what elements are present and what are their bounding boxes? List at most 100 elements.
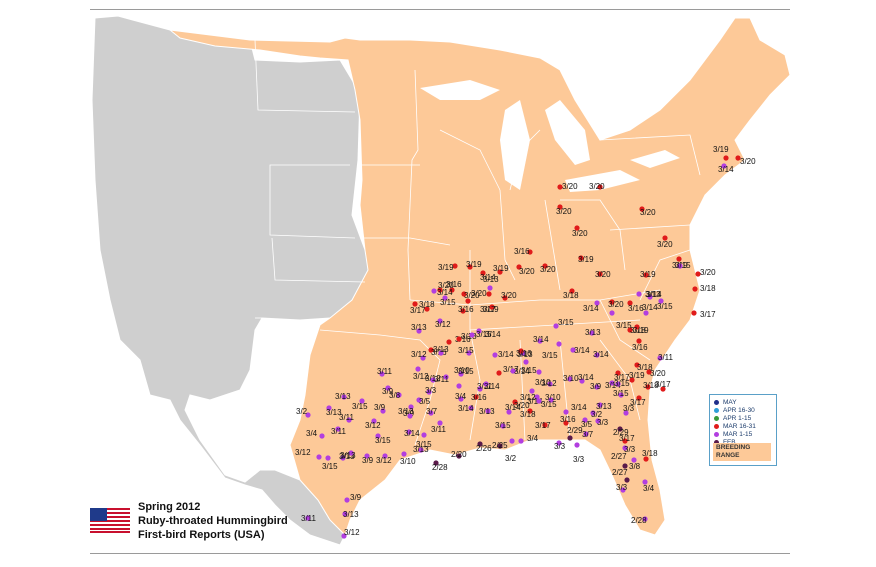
report-date-label: 3/20	[657, 240, 673, 249]
report-dot	[660, 386, 666, 392]
report-dot	[529, 388, 535, 394]
report-dot	[421, 432, 427, 438]
report-dot	[574, 225, 580, 231]
report-dot	[692, 286, 698, 292]
report-date-label: 3/9	[374, 403, 386, 412]
report-dot	[348, 450, 354, 456]
report-date-label: 3/14	[583, 304, 599, 313]
report-date-label: 3/19	[633, 326, 649, 335]
report-dot	[534, 394, 540, 400]
report-dot	[578, 255, 584, 261]
report-dot	[622, 438, 628, 444]
report-date-label: 3/7	[582, 430, 594, 439]
report-dot	[319, 433, 325, 439]
legend-dot	[714, 424, 719, 429]
report-dot	[380, 408, 386, 414]
report-dot	[416, 328, 422, 334]
report-dot	[487, 285, 493, 291]
report-date-label: 3/16	[632, 343, 648, 352]
report-dot	[547, 381, 553, 387]
report-date-label: 3/9	[590, 382, 602, 391]
legend-item: FEB	[714, 438, 736, 447]
report-date-label: 3/20	[700, 268, 716, 277]
title-line-3: First-bird Reports (USA)	[138, 529, 265, 541]
report-date-label: 3/13	[483, 275, 499, 284]
report-date-label: 3/13	[335, 392, 351, 401]
report-dot	[416, 397, 422, 403]
report-dot	[631, 457, 637, 463]
report-date-label: 3/19	[640, 270, 656, 279]
report-date-label: 3/8	[629, 462, 641, 471]
report-date-label: 3/20	[514, 401, 530, 410]
report-dot	[518, 438, 524, 444]
report-date-label: 3/18	[630, 326, 646, 335]
report-dot	[431, 288, 437, 294]
report-dot	[476, 328, 482, 334]
report-dot	[438, 350, 444, 356]
report-date-label: 3/10	[400, 457, 416, 466]
report-date-label: 3/13	[433, 345, 449, 354]
report-date-label: 3/19	[483, 305, 499, 314]
report-date-label: 3/3	[623, 404, 635, 413]
report-date-label: 3/20	[556, 207, 572, 216]
report-dot	[563, 420, 569, 426]
report-date-label: 3/16	[458, 305, 474, 314]
report-date-label: 3/19	[713, 145, 729, 154]
report-date-label: 3/5	[419, 397, 431, 406]
report-date-label: 3/2	[296, 407, 308, 416]
report-dot	[721, 163, 727, 169]
legend-dot	[714, 408, 719, 413]
report-date-label: 3/16	[455, 335, 471, 344]
report-dot	[433, 460, 439, 466]
report-date-label: 3/13	[339, 452, 355, 461]
report-dot	[418, 447, 424, 453]
legend-item: APR 1-15	[714, 414, 751, 423]
report-dot	[509, 438, 515, 444]
title-line-1: Spring 2012	[138, 501, 201, 513]
report-dot	[643, 456, 649, 462]
report-dot	[691, 310, 697, 316]
report-dot	[412, 301, 418, 307]
legend-item: MAY	[714, 398, 737, 407]
report-dot	[595, 418, 601, 424]
report-date-label: 3/13	[645, 290, 661, 299]
report-dot	[424, 306, 430, 312]
report-date-label: 3/15	[541, 400, 557, 409]
report-dot	[582, 417, 588, 423]
report-date-label: 3/18	[419, 300, 435, 309]
report-date-label: 3/9	[350, 493, 362, 502]
report-dot	[590, 410, 596, 416]
report-dot	[634, 324, 640, 330]
report-dot	[597, 184, 603, 190]
report-dot	[615, 381, 621, 387]
report-dot	[647, 294, 653, 300]
report-dot	[574, 442, 580, 448]
report-dot	[458, 396, 464, 402]
report-dot	[636, 338, 642, 344]
report-dot	[642, 516, 648, 522]
legend-item: APR 16-30	[714, 406, 755, 415]
report-date-label: 3/15	[657, 302, 673, 311]
report-date-label: 3/16	[446, 280, 462, 289]
report-date-label: 3/14	[498, 350, 514, 359]
report-date-label: 3/20	[595, 270, 611, 279]
report-dot	[510, 368, 516, 374]
map-title: Spring 2012 Ruby-throated Hummingbird Fi…	[138, 500, 288, 542]
report-date-label: 3/19	[629, 371, 645, 380]
report-dot	[477, 386, 483, 392]
report-dot	[420, 355, 426, 361]
report-dot	[645, 384, 651, 390]
report-dot	[437, 420, 443, 426]
report-date-label: 3/10	[535, 378, 551, 387]
report-dot	[325, 455, 331, 461]
bottom-rule	[90, 553, 790, 554]
title-line-2: Ruby-throated Hummingbird	[138, 515, 288, 527]
report-date-label: 3/15	[322, 462, 338, 471]
report-dot	[662, 235, 668, 241]
report-date-label: 3/3	[624, 445, 636, 454]
report-date-label: 3/12	[413, 372, 429, 381]
report-dot	[567, 376, 573, 382]
report-dot	[536, 398, 542, 404]
report-date-label: 3/3	[425, 386, 437, 395]
report-date-label: 3/10	[454, 366, 470, 375]
